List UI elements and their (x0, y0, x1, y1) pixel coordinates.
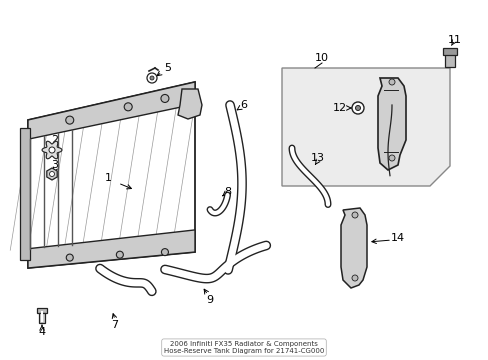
Circle shape (161, 249, 168, 256)
Text: 6: 6 (240, 100, 247, 110)
Circle shape (161, 94, 168, 103)
Circle shape (147, 73, 157, 83)
Polygon shape (28, 82, 195, 268)
Circle shape (355, 105, 360, 111)
Text: 9: 9 (206, 295, 213, 305)
Text: 10: 10 (314, 53, 328, 63)
Polygon shape (377, 78, 405, 170)
Polygon shape (42, 141, 62, 159)
Text: 2: 2 (51, 135, 59, 145)
Polygon shape (28, 82, 195, 139)
Circle shape (66, 254, 73, 261)
Bar (39, 313, 45, 323)
Circle shape (351, 275, 357, 281)
Text: 5: 5 (164, 63, 171, 73)
Text: 8: 8 (224, 187, 231, 197)
Bar (442, 48, 456, 55)
Text: 12: 12 (332, 103, 346, 113)
Circle shape (116, 251, 123, 258)
Text: 1: 1 (104, 173, 111, 183)
Polygon shape (20, 128, 30, 260)
Circle shape (49, 147, 55, 153)
Text: 2006 Infiniti FX35 Radiator & Components
Hose-Reserve Tank Diagram for 21741-CG0: 2006 Infiniti FX35 Radiator & Components… (163, 341, 324, 354)
Text: 7: 7 (111, 320, 118, 330)
Polygon shape (340, 208, 366, 288)
Text: 14: 14 (390, 233, 404, 243)
Circle shape (65, 116, 74, 124)
Circle shape (351, 102, 363, 114)
Polygon shape (47, 168, 57, 180)
Circle shape (49, 171, 54, 176)
Polygon shape (28, 230, 195, 268)
Circle shape (150, 76, 154, 80)
Circle shape (124, 103, 132, 111)
Polygon shape (178, 89, 202, 119)
Circle shape (388, 155, 394, 161)
Circle shape (388, 79, 394, 85)
Text: 11: 11 (447, 35, 461, 45)
Bar (444, 53, 454, 67)
Polygon shape (282, 68, 449, 186)
Text: 4: 4 (39, 327, 45, 337)
Text: 13: 13 (310, 153, 325, 163)
Text: 3: 3 (51, 160, 59, 170)
Circle shape (351, 212, 357, 218)
Bar (37, 308, 47, 313)
